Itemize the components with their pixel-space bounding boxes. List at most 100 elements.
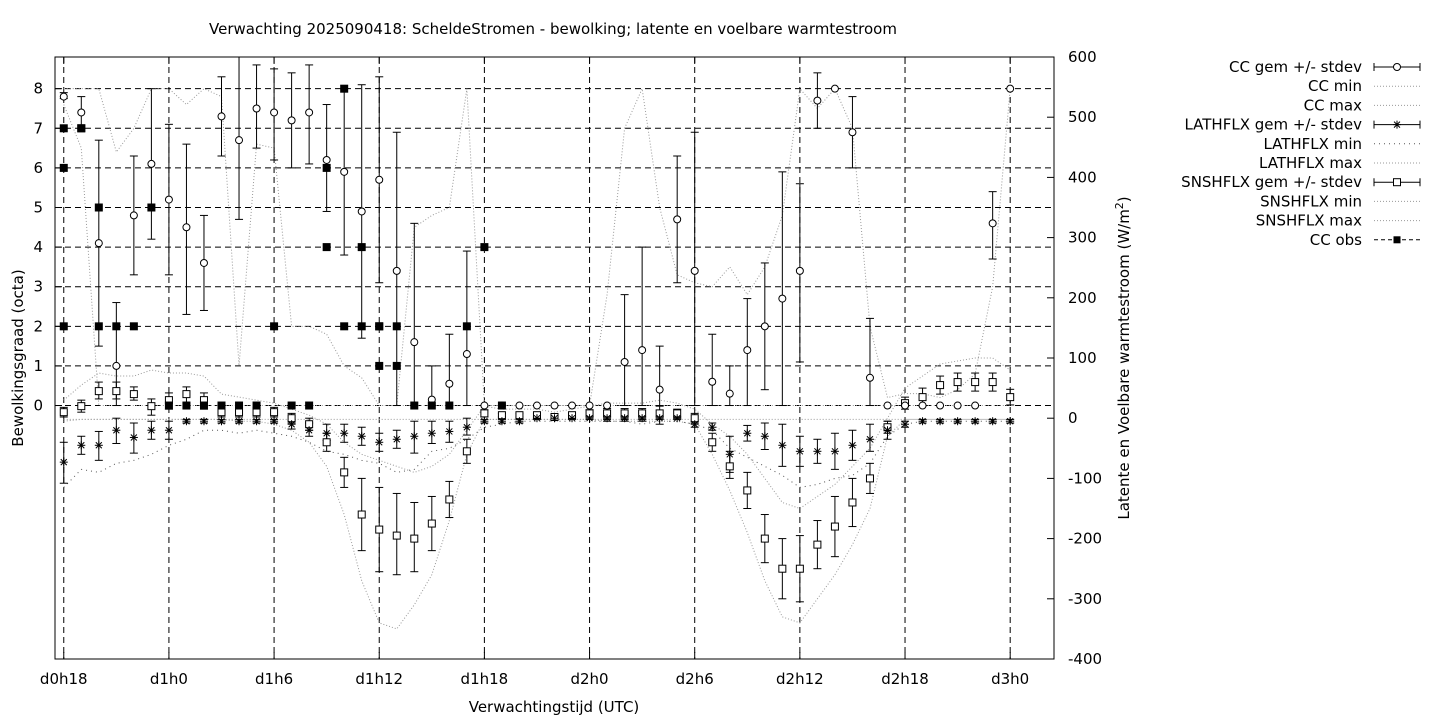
snshflx-point xyxy=(357,510,366,519)
snshflx-point xyxy=(725,462,734,471)
cc-obs-point xyxy=(199,401,208,410)
snshflx-point xyxy=(813,540,822,549)
cc-obs-point xyxy=(147,203,156,212)
star-stroke xyxy=(428,429,436,437)
legend-label: LATHFLX min xyxy=(1263,135,1362,153)
lathflx-point xyxy=(550,414,559,423)
star-stroke xyxy=(270,417,278,425)
cc-obs-point xyxy=(410,401,419,410)
star-stroke xyxy=(148,426,155,434)
snshflx-point xyxy=(778,564,787,573)
cc-mean-point xyxy=(550,401,559,410)
star-stroke xyxy=(288,420,295,428)
snshflx-point xyxy=(129,390,138,399)
cc-obs-point xyxy=(357,243,366,252)
x-tick-label: d2h0 xyxy=(570,670,608,688)
star-stroke xyxy=(919,417,926,425)
legend-label: SNSHFLX min xyxy=(1260,192,1362,210)
lathflx-point xyxy=(270,417,279,426)
lathflx-point xyxy=(568,414,577,423)
plot-frame xyxy=(54,56,1055,660)
lathflx-point xyxy=(77,441,86,450)
snshflx-point xyxy=(392,531,401,540)
cc-obs-point xyxy=(182,401,191,410)
star-stroke xyxy=(814,447,821,455)
cc-mean-point xyxy=(638,346,647,355)
lathflx-point xyxy=(532,414,541,423)
star-stroke xyxy=(901,420,909,428)
snshflx-point xyxy=(1006,393,1015,402)
snshflx-point xyxy=(112,387,121,396)
lathflx-point xyxy=(357,432,366,441)
snshflx-point xyxy=(217,408,226,417)
lathflx-point xyxy=(305,426,314,435)
y2-tick-label: -300 xyxy=(1068,590,1102,608)
cc-mean-point xyxy=(515,401,524,410)
cc-mean-point xyxy=(94,239,103,248)
cc-min-line xyxy=(63,104,1011,407)
star-stroke xyxy=(323,429,331,437)
star-stroke xyxy=(95,441,103,449)
x-tick-label: d1h0 xyxy=(150,670,188,688)
lathflx-point xyxy=(410,432,419,441)
snshflx-point xyxy=(322,438,331,447)
snshflx-point xyxy=(848,498,857,507)
cc-mean-point xyxy=(585,401,594,410)
legend-sample-circle xyxy=(1393,63,1401,71)
star-stroke xyxy=(235,417,243,425)
cc-obs-point xyxy=(427,401,436,410)
cc-obs-point xyxy=(462,322,471,331)
snshflx-point xyxy=(936,381,945,390)
snshflx-point xyxy=(410,534,419,543)
x-tick-label: d1h6 xyxy=(255,670,293,688)
cc-mean-point xyxy=(620,357,629,366)
y2-tick-label: -200 xyxy=(1068,530,1102,548)
cc-obs-point xyxy=(94,322,103,331)
cc-mean-point xyxy=(883,401,892,410)
snshflx-point xyxy=(830,522,839,531)
lathflx-point xyxy=(94,441,103,450)
snshflx-point xyxy=(147,402,156,411)
legend-sample-square xyxy=(1393,178,1401,187)
cc-obs-point xyxy=(235,401,244,410)
lathflx-point xyxy=(59,458,68,467)
cc-mean-point xyxy=(760,322,769,331)
lathflx-point xyxy=(725,450,734,459)
lathflx-point xyxy=(427,429,436,438)
snshflx-point xyxy=(918,393,927,402)
x-tick-label: d3h0 xyxy=(991,670,1029,688)
y2-tick-label: 500 xyxy=(1068,108,1097,126)
lathflx-point xyxy=(182,417,191,426)
y2-tick-label: 200 xyxy=(1068,289,1097,307)
cc-mean-point xyxy=(462,350,471,359)
y-axis-label: Bewolkingsgraad (octa) xyxy=(9,269,27,446)
cc-mean-point xyxy=(971,401,980,410)
star-stroke xyxy=(743,429,751,437)
snshflx-point xyxy=(760,534,769,543)
x-tick-label: d1h18 xyxy=(461,670,509,688)
star-stroke xyxy=(375,438,383,446)
x-tick-label: d2h18 xyxy=(881,670,929,688)
cc-mean-point xyxy=(410,338,419,347)
lathflx-point xyxy=(778,441,787,450)
legend-label: CC min xyxy=(1308,77,1362,95)
lathflx-point xyxy=(129,433,138,442)
cc-obs-point xyxy=(445,401,454,410)
cc-mean-point xyxy=(322,155,331,164)
cc-mean-point xyxy=(480,401,489,410)
snshflx-point xyxy=(182,390,191,399)
star-stroke xyxy=(165,426,173,434)
star-stroke xyxy=(831,447,839,455)
star-stroke xyxy=(393,435,401,443)
x-tick-label: d2h12 xyxy=(776,670,824,688)
star-stroke xyxy=(708,423,716,431)
star-stroke xyxy=(410,432,418,440)
cc-mean-point xyxy=(1006,84,1015,93)
x-tick-label: d0h18 xyxy=(40,670,88,688)
snshflx-point xyxy=(462,447,471,456)
star-stroke xyxy=(621,414,628,422)
y2-tick-label: 0 xyxy=(1068,409,1078,427)
lathflx-point xyxy=(743,429,752,438)
star-stroke xyxy=(603,414,611,422)
y-tick-label: 6 xyxy=(33,159,43,177)
